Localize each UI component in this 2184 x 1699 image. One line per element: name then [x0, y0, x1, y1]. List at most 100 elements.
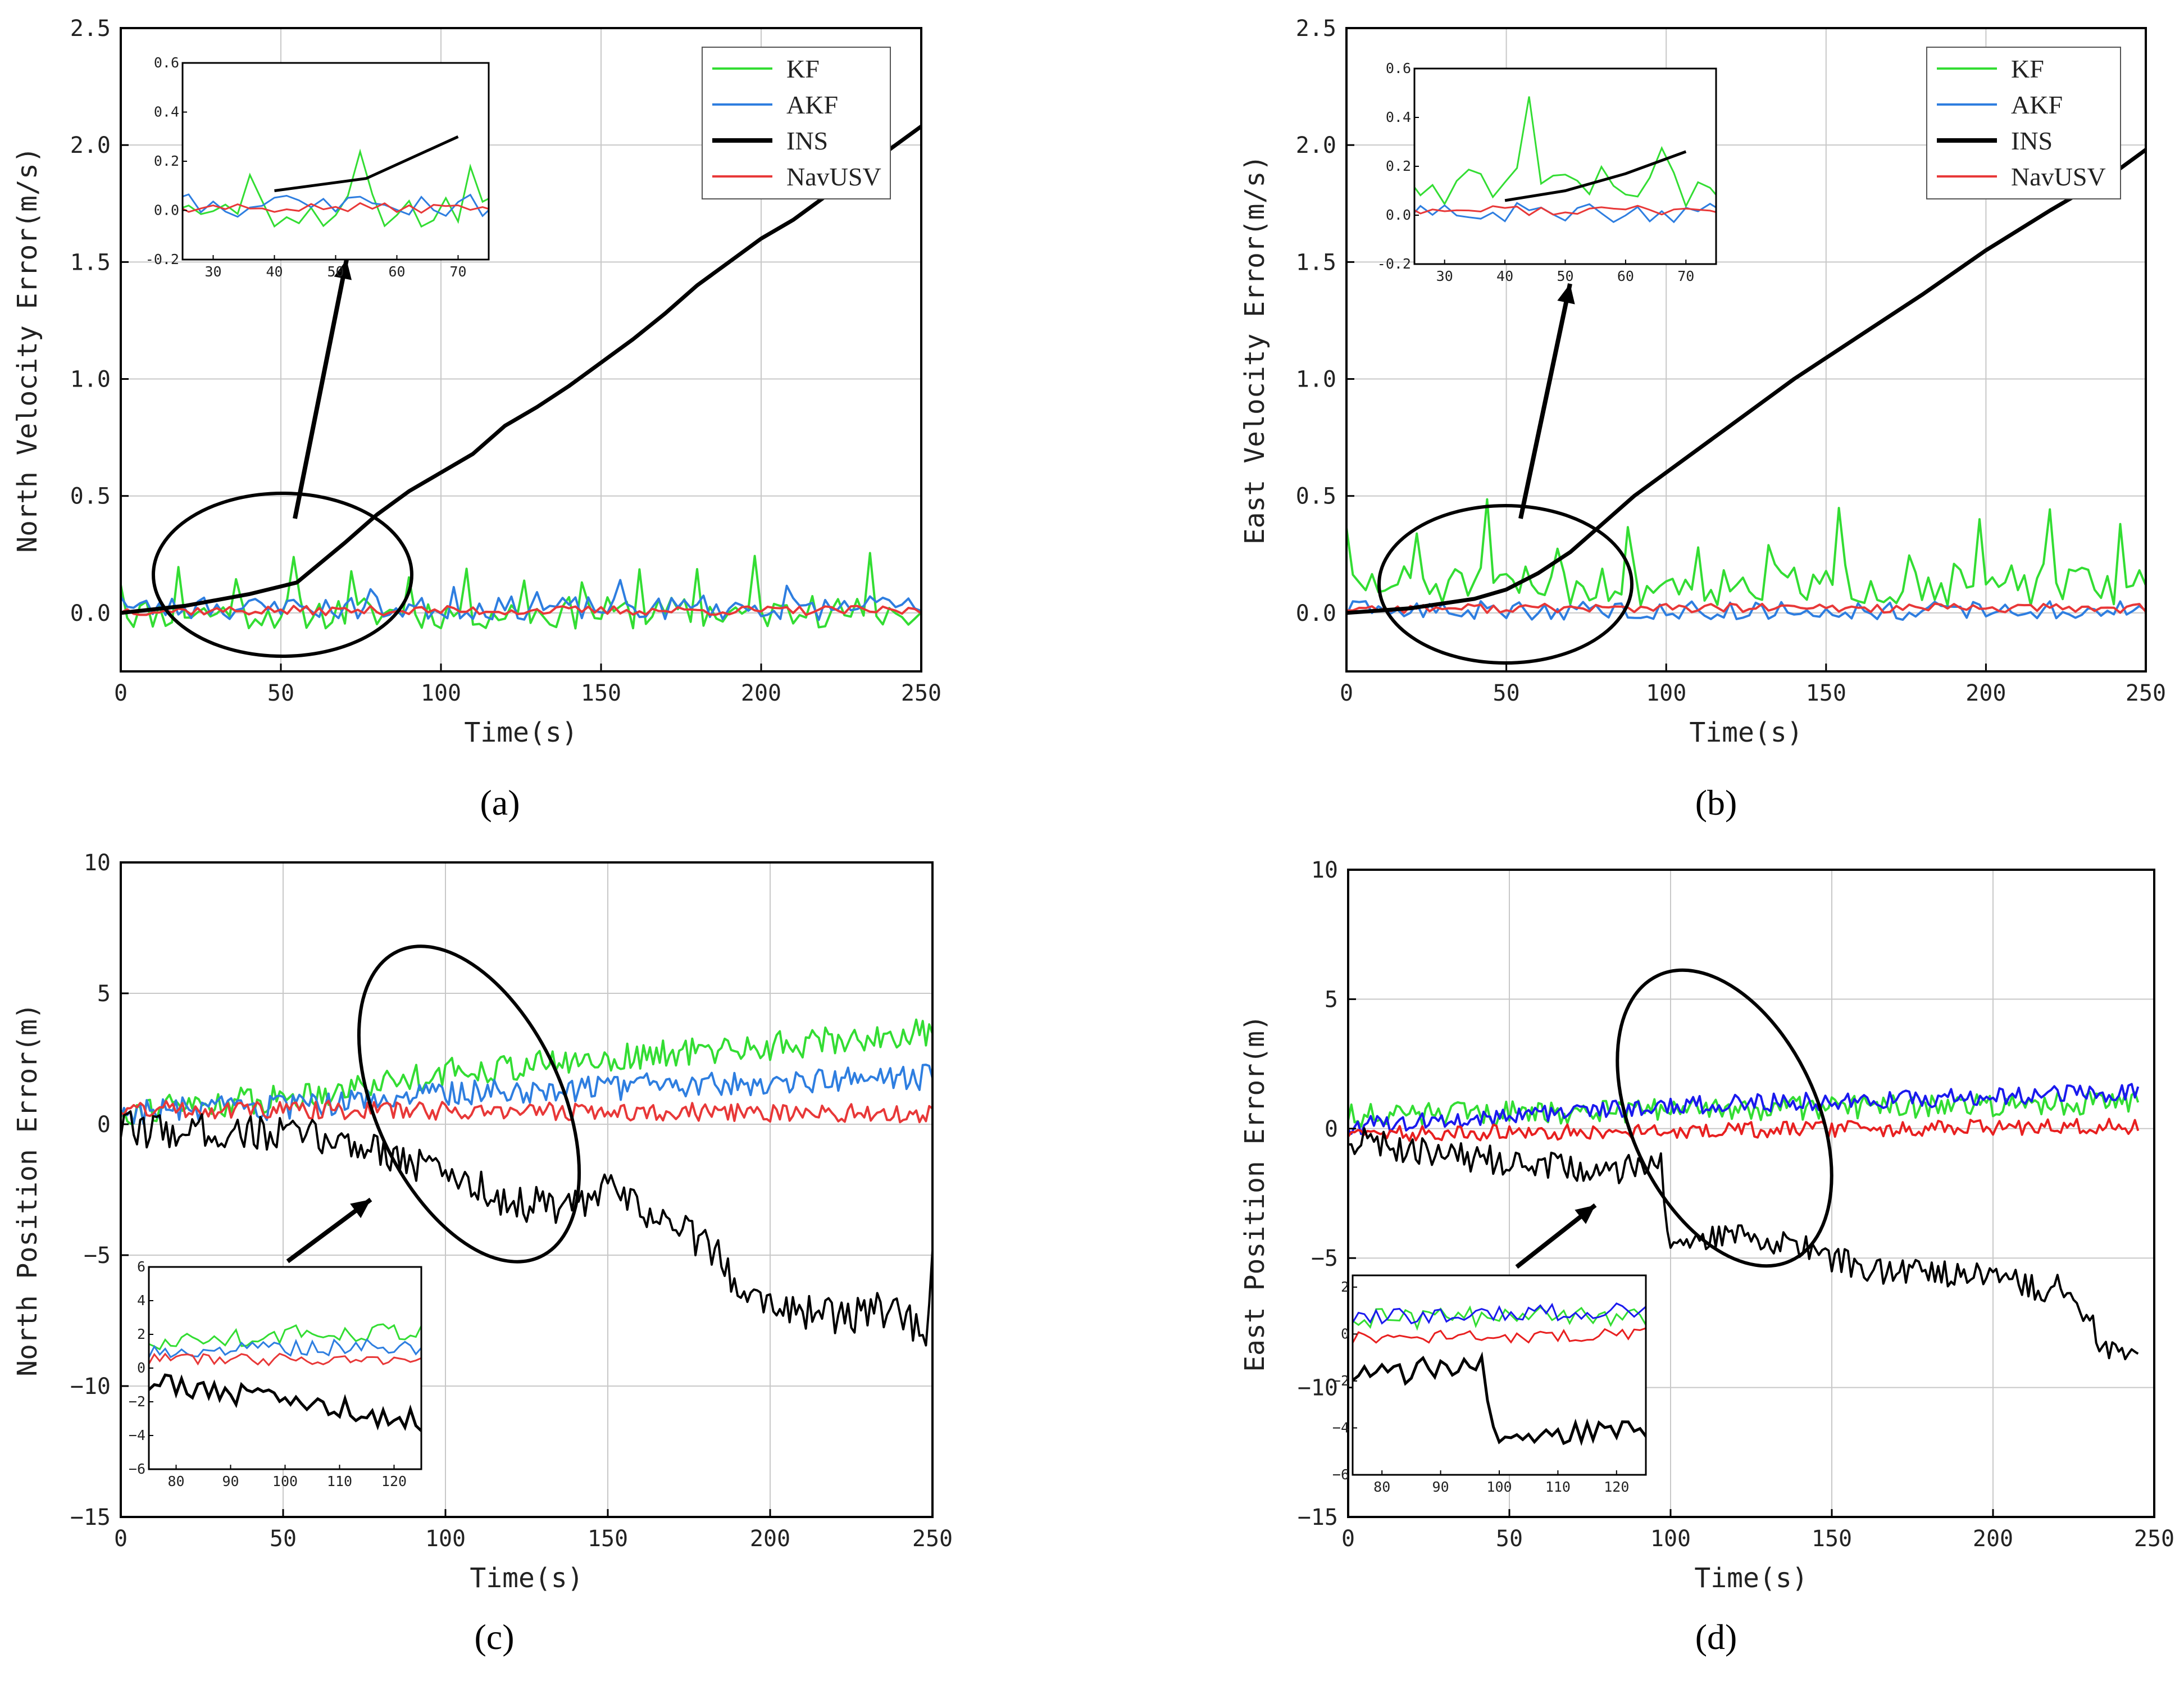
inset-series-navusv — [1353, 1327, 1646, 1344]
plot-frame — [1345, 27, 2147, 673]
zoom-arrow-head — [334, 260, 352, 280]
legend-label-ins: INS — [2011, 126, 2053, 155]
inset-chart: 30 40 50 60 70 -0.2 0.0 0.2 0.4 0.6 — [1377, 60, 1717, 284]
inset-x-tick-label: 40 — [266, 264, 283, 280]
x-tick-label: 100 — [425, 1526, 466, 1552]
inset-y-tick-label: -0.2 — [1377, 256, 1411, 272]
series-line-akf — [1348, 1083, 2140, 1135]
y-tick-label: 1.5 — [1296, 249, 1336, 275]
legend-label-akf: AKF — [786, 90, 838, 119]
inset-y-tick-label: 2 — [137, 1326, 145, 1342]
x-tick-label: 200 — [741, 680, 781, 706]
inset-series-navusv — [1414, 205, 1716, 216]
y-tick-label: −5 — [84, 1243, 111, 1269]
y-tick-label: 10 — [1311, 857, 1338, 883]
inset-chart: 80 90 100 110 120 −6 −4 −2 0 2 — [1332, 1274, 1647, 1495]
panel-caption: (c) — [474, 1617, 514, 1657]
series-line-kf — [1346, 498, 2146, 607]
x-tick-label: 0 — [1340, 680, 1353, 706]
x-tick-label: 200 — [1965, 680, 2006, 706]
y-tick-label: 0.5 — [1296, 484, 1336, 510]
inset-y-tick-label: −6 — [1332, 1466, 1349, 1483]
panel-caption: (d) — [1695, 1617, 1737, 1657]
inset-x-tick-label: 60 — [388, 264, 405, 280]
legend-label-navusv: NavUSV — [2011, 162, 2106, 191]
legend-box — [1926, 47, 2121, 199]
inset-x-tick-label: 90 — [222, 1473, 239, 1489]
inset-series-navusv — [149, 1352, 421, 1366]
y-axis-label: North Velocity Error(m/s) — [12, 147, 43, 552]
y-tick-label: 0 — [97, 1112, 111, 1138]
inset-series-ins — [274, 135, 459, 192]
y-tick-label: −5 — [1311, 1246, 1338, 1271]
series-line-kf — [121, 552, 921, 630]
inset-y-tick-label: −2 — [129, 1393, 145, 1410]
series-line-ins — [121, 1110, 932, 1347]
inset-y-tick-label: 6 — [137, 1259, 145, 1275]
inset-x-tick-label: 30 — [1436, 268, 1453, 284]
series-line-ins — [121, 125, 921, 615]
inset-y-tick-label: 0 — [1341, 1325, 1349, 1342]
x-tick-label: 100 — [421, 680, 461, 706]
inset-series-kf — [149, 1323, 421, 1351]
inset-x-tick-label: 80 — [1373, 1479, 1390, 1495]
series-line-ins — [1348, 1127, 2139, 1361]
legend-box — [702, 47, 891, 199]
y-tick-label: 2.5 — [70, 16, 111, 42]
inset-y-tick-label: 0.2 — [1386, 158, 1411, 174]
inset-bg — [1414, 69, 1716, 264]
y-tick-label: 2.5 — [1296, 16, 1336, 42]
y-tick-label: 2.0 — [1296, 133, 1336, 158]
inset-y-tick-label: 0.2 — [154, 153, 179, 169]
series-line-navusv — [121, 605, 921, 616]
inset-x-tick-label: 80 — [167, 1473, 184, 1489]
plot-frame — [1347, 869, 2155, 1518]
y-tick-label: 10 — [84, 850, 111, 876]
panel-caption: (b) — [1695, 783, 1737, 823]
inset-x-tick-label: 50 — [1557, 268, 1573, 284]
y-tick-label: 1.0 — [70, 367, 111, 393]
x-tick-label: 100 — [1646, 680, 1686, 706]
chart-panel-b: 0 50 100 150 200 250 0.0 0.5 1.0 1.5 2.0 2.5 Time(s)… — [1239, 16, 2166, 823]
inset-series-akf — [1414, 202, 1716, 224]
inset-y-tick-label: 0.4 — [1386, 109, 1411, 125]
inset-y-tick-label: −4 — [1332, 1419, 1349, 1435]
y-tick-label: 0 — [1325, 1116, 1338, 1142]
x-axis-label: Time(s) — [464, 717, 577, 748]
inset-y-tick-label: 0.4 — [154, 104, 179, 120]
inset-x-tick-label: 60 — [1617, 268, 1634, 284]
y-tick-label: −15 — [1298, 1505, 1338, 1530]
inset-x-tick-label: 70 — [449, 264, 466, 280]
x-tick-label: 250 — [2134, 1526, 2174, 1552]
zoom-arrow-head — [350, 1200, 371, 1219]
inset-x-tick-label: 40 — [1496, 268, 1513, 284]
legend-label-akf: AKF — [2011, 90, 2063, 119]
inset-series-kf — [1414, 96, 1716, 208]
legend: KF AKF INS NavUSV — [702, 47, 891, 199]
inset-x-tick-label: 50 — [327, 264, 344, 280]
x-tick-label: 250 — [912, 1526, 953, 1552]
inset-series-navusv — [183, 202, 489, 214]
series-line-navusv — [1346, 602, 2146, 614]
x-tick-label: 250 — [2126, 680, 2166, 706]
y-tick-label: −10 — [1298, 1375, 1338, 1401]
plot-frame — [120, 27, 922, 673]
inset-x-tick-label: 30 — [204, 264, 221, 280]
x-tick-label: 50 — [1493, 680, 1520, 706]
x-tick-label: 0 — [1341, 1526, 1355, 1552]
zoom-ellipse — [152, 492, 413, 658]
series-line-akf — [121, 1064, 932, 1125]
series-line-ins — [1346, 148, 2146, 615]
inset-chart: 30 40 50 60 70 -0.2 0.0 0.2 0.4 0.6 — [145, 54, 490, 280]
inset-x-tick-label: 110 — [327, 1473, 352, 1489]
zoom-arrow — [293, 259, 349, 519]
x-tick-label: 50 — [267, 680, 294, 706]
y-tick-label: 0.0 — [1296, 601, 1336, 626]
x-tick-label: 50 — [1496, 1526, 1523, 1552]
y-tick-label: 5 — [1325, 987, 1338, 1012]
zoom-arrow-head — [1575, 1205, 1595, 1224]
chart-panel-d: 0 50 100 150 200 250 −15 −10 −5 0 5 10 Time(s) East P… — [1239, 857, 2174, 1657]
inset-x-tick-label: 100 — [1486, 1479, 1512, 1495]
x-tick-label: 0 — [114, 680, 128, 706]
